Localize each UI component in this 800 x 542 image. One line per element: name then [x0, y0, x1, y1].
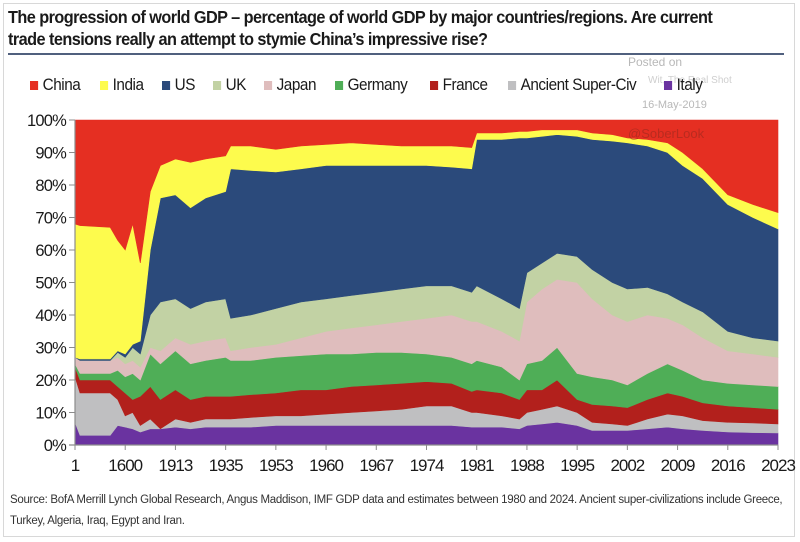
y-tick-label: 20%	[35, 372, 67, 390]
legend-label: India	[112, 75, 144, 94]
legend-swatch-japan	[263, 80, 272, 90]
legend-label: China	[42, 75, 81, 94]
watermark-handle: @SoberLook	[628, 126, 705, 141]
chart-legend: China India US UK Japan Germany France A…	[30, 74, 721, 96]
legend-swatch-uk	[212, 80, 222, 90]
legend-item-ancient-super-civ: Ancient Super-Civ	[507, 75, 636, 95]
y-tick-label: 100%	[27, 112, 67, 130]
y-tick-label: 0%	[44, 437, 67, 455]
y-tick-label: 60%	[35, 242, 67, 260]
title-underline	[8, 53, 784, 55]
area-china	[74, 119, 779, 264]
y-tick-label: 50%	[35, 275, 67, 293]
legend-item-us: US	[162, 75, 196, 95]
watermark-site: Wit, The Real Shot	[648, 75, 732, 86]
x-tick-label: 1988	[510, 456, 544, 475]
y-tick-label: 10%	[35, 405, 67, 423]
legend-item-france: France	[429, 75, 488, 95]
watermark-date: 16-May-2019	[642, 99, 707, 111]
legend-label: US	[174, 75, 196, 94]
legend-label: France	[442, 75, 488, 94]
legend-item-china: China	[30, 75, 81, 95]
y-tick-label: 80%	[35, 177, 67, 195]
x-tick-label: 1953	[259, 456, 293, 475]
legend-swatch-germany	[335, 80, 344, 90]
x-tick-label: 1600	[108, 456, 142, 475]
legend-label: Italy	[676, 75, 703, 94]
x-tick-label: 1	[71, 456, 80, 475]
x-tick-label: 2002	[610, 456, 644, 475]
legend-label: Germany	[347, 75, 408, 94]
y-tick-label: 30%	[35, 340, 67, 358]
axes: 0% 10% 20% 30% 40% 50% 60% 70% 80% 90% 100% 1 1600 19…	[27, 112, 796, 475]
y-tick-label: 40%	[35, 307, 67, 325]
y-tick-label: 70%	[35, 210, 67, 228]
x-tick-label: 1974	[410, 456, 444, 475]
y-tick-label: 90%	[35, 145, 67, 163]
legend-swatch-india	[99, 80, 109, 90]
x-tick-label: 1995	[560, 456, 594, 475]
x-tick-label: 1960	[309, 456, 343, 475]
chart-title: The progression of world GDP – percentag…	[8, 7, 713, 49]
legend-item-japan: Japan	[263, 75, 316, 95]
legend-swatch-us	[162, 80, 171, 90]
x-tick-label: 1981	[460, 456, 494, 475]
legend-swatch-italy	[664, 80, 673, 90]
x-tick-label: 1935	[209, 456, 243, 475]
x-tick-label: 2023	[761, 456, 795, 475]
source-note: Source: BofA Merrill Lynch Global Resear…	[10, 494, 783, 527]
legend-label: Japan	[276, 75, 316, 94]
x-tick-label: 2016	[711, 456, 745, 475]
area-layers	[74, 119, 779, 446]
legend-label: Ancient Super-Civ	[520, 75, 636, 94]
watermark-posted: Posted on	[628, 55, 683, 69]
legend-item-italy: Italy	[664, 75, 703, 95]
legend-item-uk: UK	[212, 75, 247, 95]
x-tick-label: 1913	[159, 456, 193, 475]
legend-item-india: India	[99, 75, 144, 95]
legend-swatch-china	[30, 80, 39, 90]
x-tick-label: 2009	[661, 456, 695, 475]
legend-swatch-france	[429, 80, 438, 90]
legend-item-germany: Germany	[335, 75, 408, 95]
legend-label: UK	[225, 75, 247, 94]
legend-swatch-ancient-super-civ	[507, 80, 516, 90]
x-tick-label: 1967	[359, 456, 393, 475]
